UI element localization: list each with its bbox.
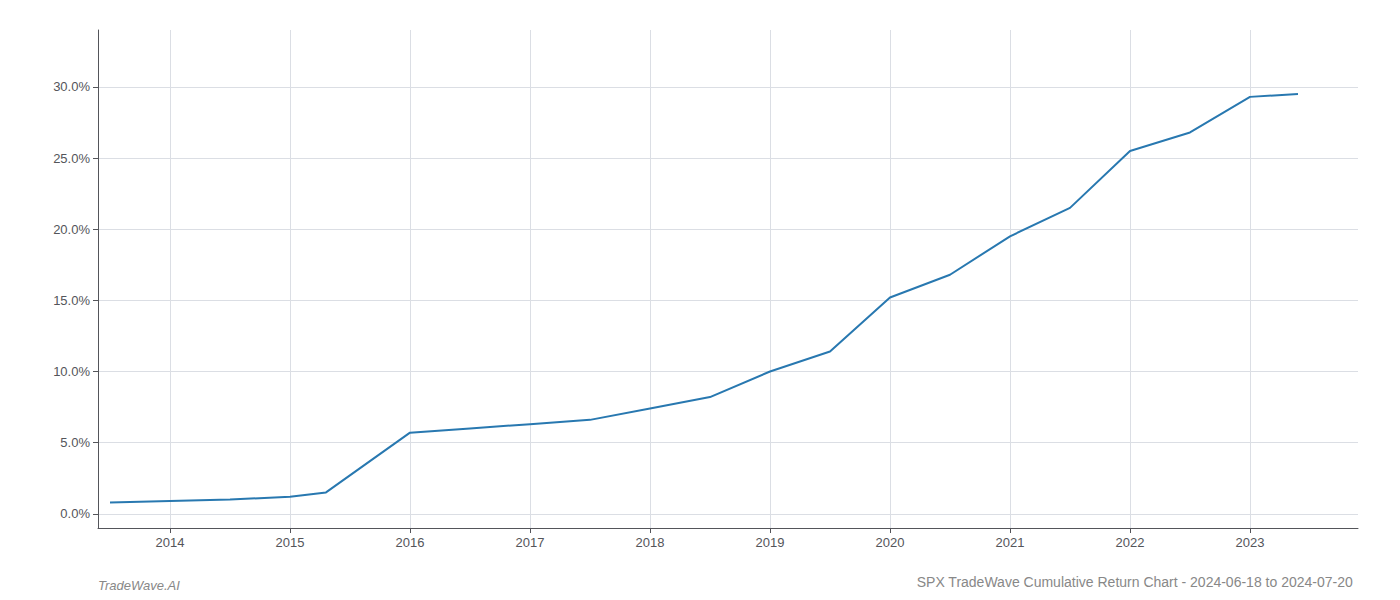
svg-text:30.0%: 30.0% (53, 79, 90, 94)
svg-text:10.0%: 10.0% (53, 364, 90, 379)
svg-text:15.0%: 15.0% (53, 293, 90, 308)
svg-text:2019: 2019 (756, 535, 785, 550)
svg-text:TradeWave.AI: TradeWave.AI (98, 578, 180, 593)
svg-text:2022: 2022 (1116, 535, 1145, 550)
svg-text:2018: 2018 (636, 535, 665, 550)
svg-text:0.0%: 0.0% (60, 506, 90, 521)
svg-text:SPX TradeWave Cumulative Retur: SPX TradeWave Cumulative Return Chart - … (917, 574, 1353, 590)
svg-text:5.0%: 5.0% (60, 435, 90, 450)
svg-text:2014: 2014 (156, 535, 185, 550)
svg-text:2015: 2015 (276, 535, 305, 550)
svg-text:2020: 2020 (876, 535, 905, 550)
svg-text:20.0%: 20.0% (53, 222, 90, 237)
svg-text:2016: 2016 (396, 535, 425, 550)
svg-text:2017: 2017 (516, 535, 545, 550)
svg-text:2023: 2023 (1236, 535, 1265, 550)
svg-text:25.0%: 25.0% (53, 151, 90, 166)
svg-text:2021: 2021 (996, 535, 1025, 550)
